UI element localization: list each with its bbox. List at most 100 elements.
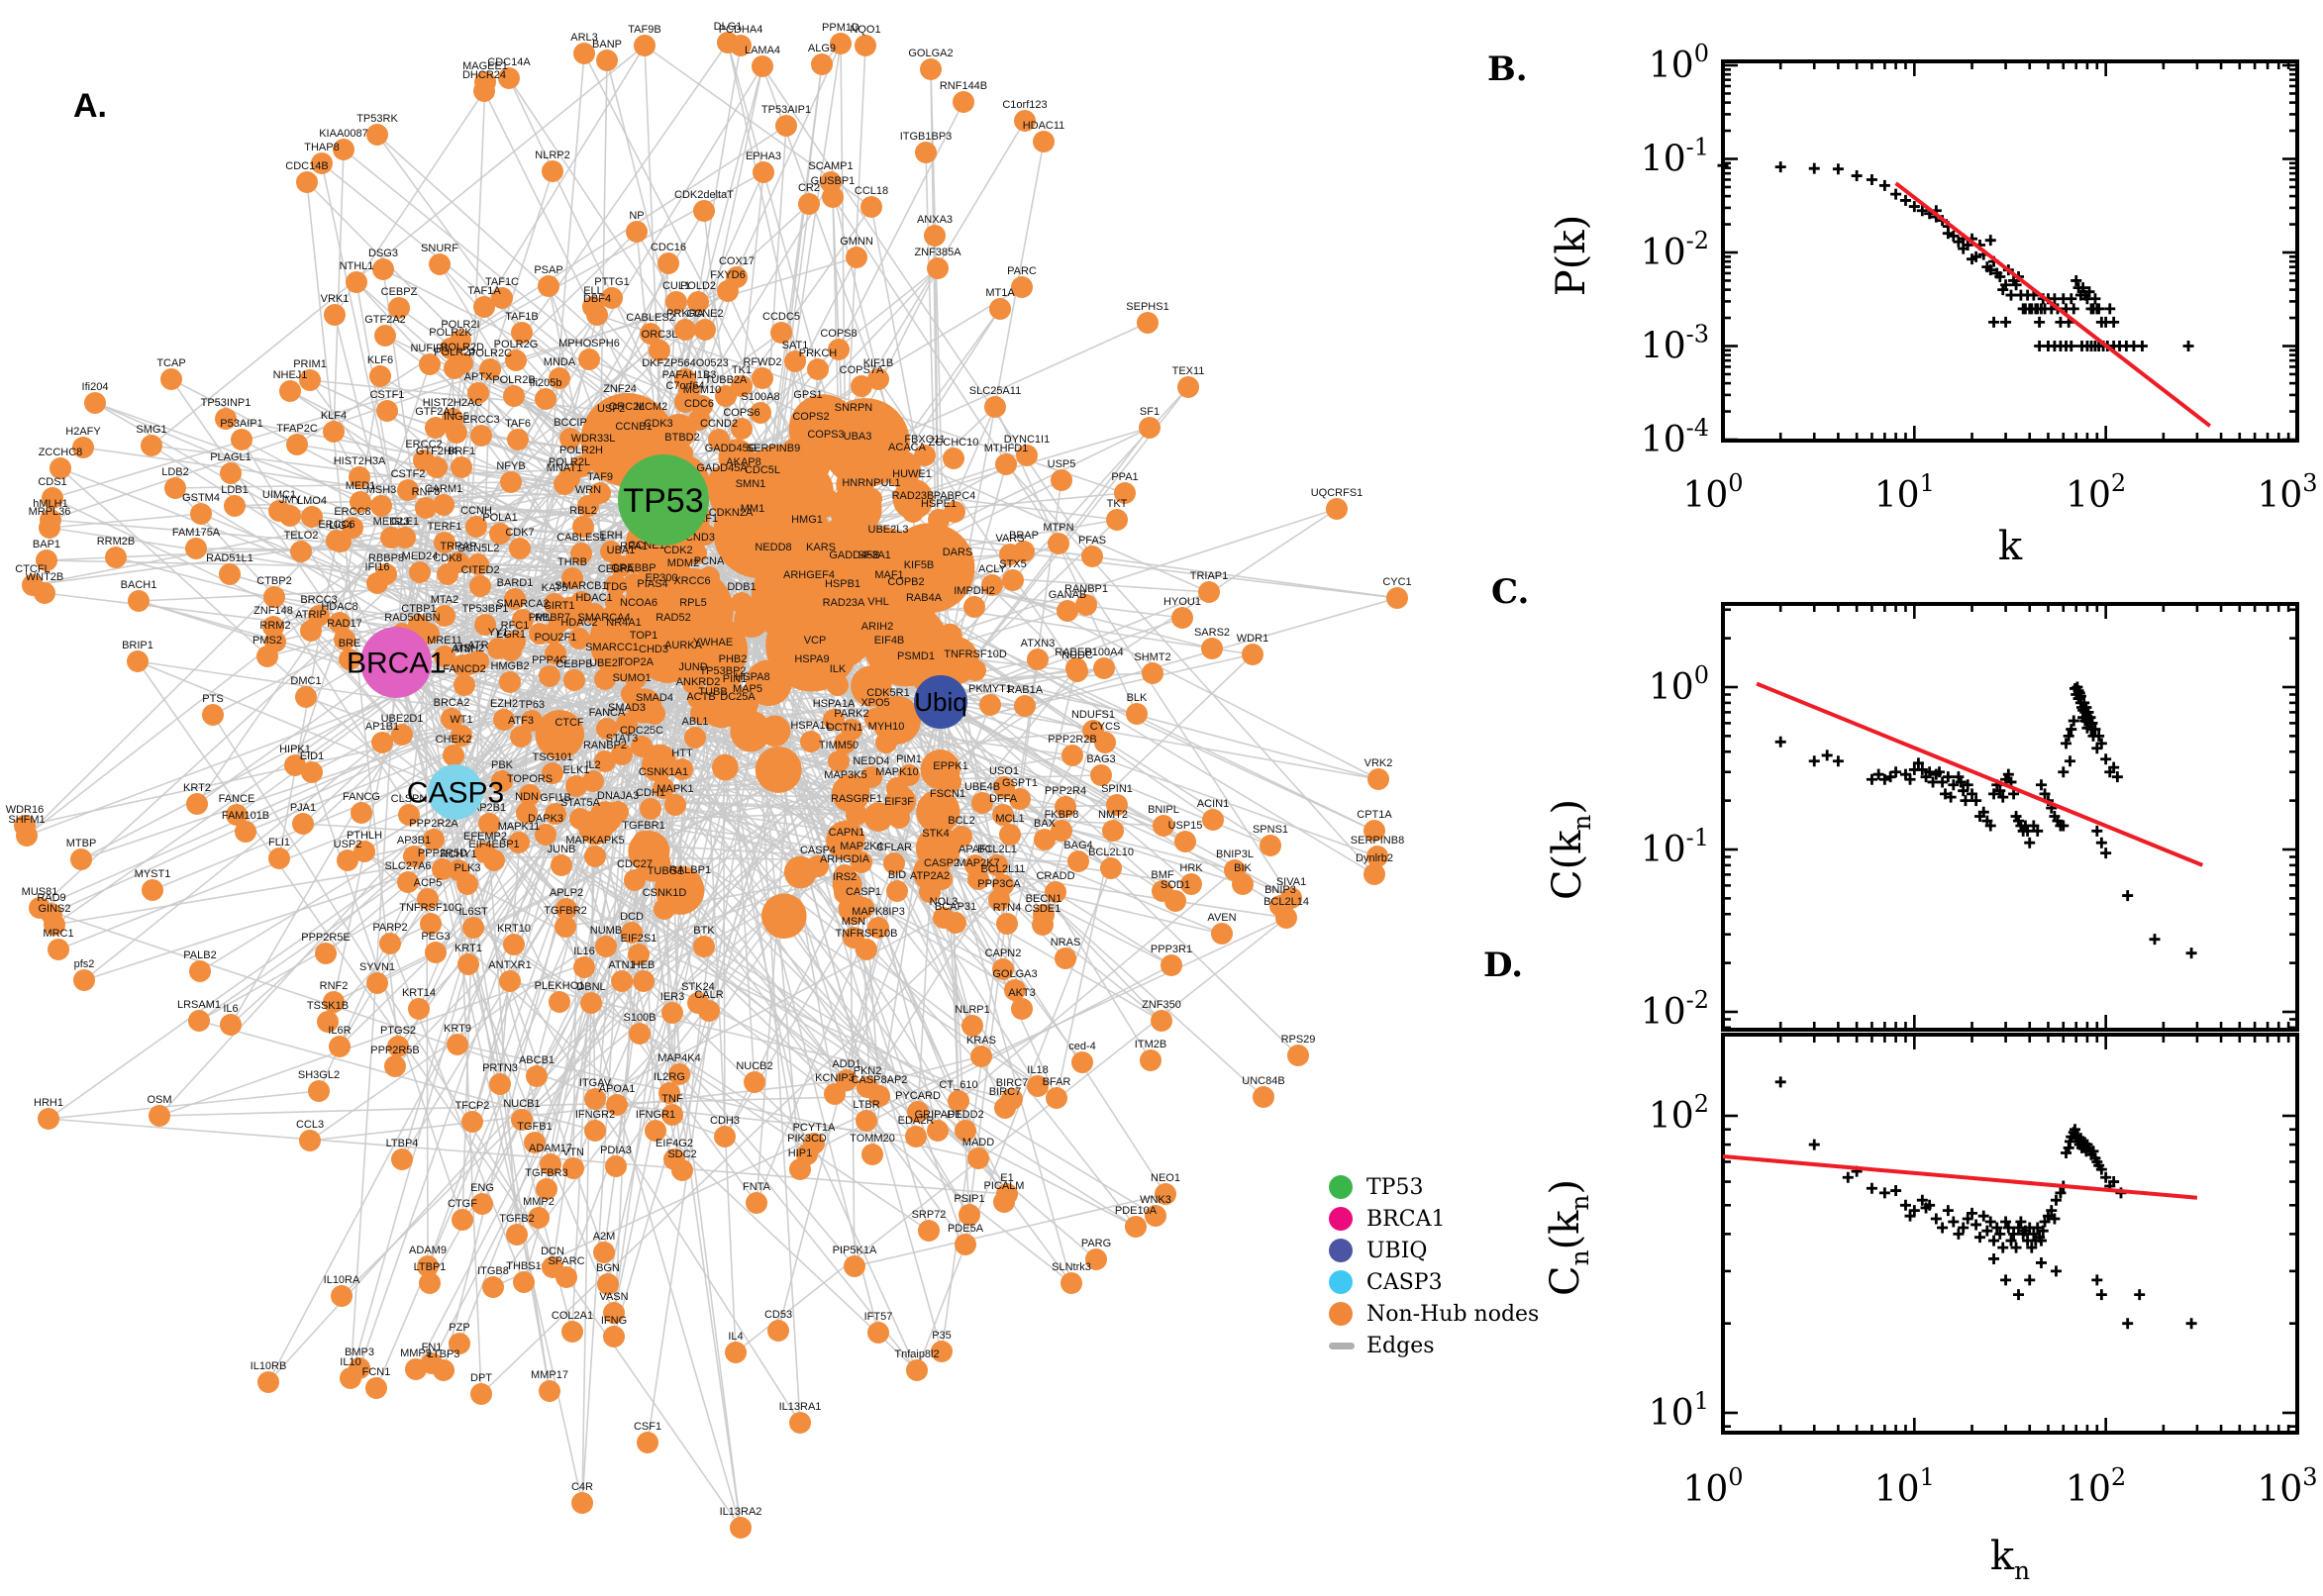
network-node-label: CASP2 bbox=[924, 857, 960, 869]
network-node-label: EIF4B bbox=[874, 635, 905, 647]
network-node bbox=[992, 958, 1014, 980]
network-node-label: MSH3 bbox=[366, 484, 397, 496]
legend-item-label: Non-Hub nodes bbox=[1366, 1301, 1540, 1327]
network-node-label: MDM2 bbox=[667, 557, 699, 569]
network-node-label: HSPA9 bbox=[794, 653, 829, 665]
network-node-label: PDIA3 bbox=[600, 1145, 632, 1156]
network-node bbox=[1211, 923, 1233, 945]
network-node-label: POLR2C bbox=[468, 348, 512, 359]
network-node bbox=[542, 160, 563, 182]
casp3-dot-icon bbox=[1329, 1270, 1353, 1294]
network-node-label: DHCR24 bbox=[462, 69, 506, 81]
network-node bbox=[409, 561, 431, 583]
network-node-label: ACIN1 bbox=[1197, 798, 1229, 810]
network-node bbox=[391, 724, 413, 746]
network-node-label: TCAP bbox=[156, 357, 185, 369]
network-node-label: TP53BP1 bbox=[461, 603, 508, 615]
network-node-label: PABPC4 bbox=[934, 490, 976, 502]
network-node-label: MAPKAPK5 bbox=[565, 835, 624, 847]
network-node-label: MCM10 bbox=[683, 384, 722, 396]
network-node-label: MCM2 bbox=[636, 401, 667, 413]
network-node-label: TSG101 bbox=[533, 751, 573, 763]
network-node-label: TP53BP2 bbox=[699, 665, 746, 677]
network-node-label: DCD bbox=[620, 911, 644, 923]
network-node bbox=[268, 500, 290, 522]
network-node bbox=[931, 1341, 953, 1362]
network-node bbox=[444, 357, 465, 379]
network-node-label: AP2B1 bbox=[472, 802, 506, 814]
network-node-label: TUBB bbox=[698, 686, 727, 698]
network-node bbox=[467, 553, 489, 575]
network-node bbox=[1139, 417, 1161, 439]
network-node-label: CPT1A bbox=[1357, 809, 1392, 821]
network-node bbox=[72, 437, 94, 458]
network-node bbox=[36, 549, 57, 571]
network-node bbox=[220, 1014, 242, 1036]
network-node bbox=[616, 412, 638, 434]
network-node bbox=[296, 171, 318, 193]
network-node-label: ANTXR1 bbox=[488, 959, 531, 971]
network-node-label: CDKN2A bbox=[709, 507, 754, 519]
network-node bbox=[1051, 820, 1072, 842]
network-node bbox=[1364, 820, 1385, 842]
network-node bbox=[830, 33, 852, 54]
network-node-label: KLF6 bbox=[367, 354, 393, 366]
network-node-label: TKT bbox=[1107, 498, 1128, 510]
network-node-label: RFWD2 bbox=[743, 356, 781, 368]
network-node bbox=[731, 375, 753, 397]
network-node-label: IL4 bbox=[728, 1331, 743, 1343]
network-node-label: ACTB bbox=[686, 691, 715, 703]
network-node bbox=[634, 35, 656, 56]
network-node-label: LTBR bbox=[853, 1099, 879, 1111]
network-node-label: ORC3L bbox=[642, 329, 678, 341]
network-node bbox=[434, 532, 455, 553]
network-node bbox=[578, 349, 600, 370]
network-node bbox=[963, 596, 985, 618]
network-node bbox=[561, 1321, 583, 1343]
network-node-label: MED24 bbox=[402, 550, 439, 562]
network-node bbox=[896, 452, 918, 474]
network-node-label: PIP5K1A bbox=[833, 1245, 877, 1256]
network-node bbox=[833, 608, 855, 630]
network-node bbox=[44, 914, 65, 936]
network-node-label: TNFRSF10B bbox=[836, 928, 898, 940]
network-node bbox=[600, 414, 622, 436]
network-node-label: NHEJ1 bbox=[273, 369, 308, 381]
network-node bbox=[906, 1359, 928, 1381]
network-node bbox=[712, 676, 734, 698]
network-node bbox=[556, 1266, 577, 1288]
network-node-label: YWHAE bbox=[693, 637, 733, 648]
network-node-label: MTA2 bbox=[431, 594, 459, 606]
network-node bbox=[292, 813, 314, 835]
network-node bbox=[558, 728, 580, 749]
network-node-label: RNF2 bbox=[320, 980, 349, 992]
network-node-label: HNRNPUL1 bbox=[842, 477, 900, 489]
network-node-label: Dynlrb2 bbox=[1356, 852, 1393, 864]
network-node bbox=[1180, 873, 1202, 895]
network-node-label: APTX bbox=[464, 371, 493, 383]
network-node-label: TUBG1 bbox=[648, 865, 684, 877]
network-node bbox=[539, 665, 560, 687]
network-node bbox=[671, 1159, 693, 1181]
network-node bbox=[524, 1132, 546, 1153]
network-node-label: ERH bbox=[599, 530, 622, 542]
network-node-label: ELK1 bbox=[563, 764, 590, 776]
network-node-label: NUDC bbox=[1061, 649, 1093, 661]
network-node-label: SOD1 bbox=[1161, 879, 1190, 891]
network-node bbox=[800, 422, 822, 444]
network-node-label: EID1 bbox=[300, 750, 324, 762]
network-node-label: BCL2L11 bbox=[980, 863, 1025, 875]
network-node bbox=[629, 1023, 651, 1045]
network-node-label: KIF1B bbox=[863, 357, 894, 369]
network-node-label: RAD52 bbox=[656, 612, 690, 624]
network-node-label: ZCCHC8 bbox=[39, 447, 83, 458]
network-node bbox=[1009, 788, 1031, 810]
network-node-label: BRF1 bbox=[448, 446, 475, 457]
network-node bbox=[379, 933, 401, 954]
network-node-label: BAG4 bbox=[1063, 840, 1092, 851]
network-node-label: FBXO11 bbox=[904, 434, 945, 446]
network-node-label: COPS7A bbox=[840, 364, 884, 376]
network-node-label: PPP3CA bbox=[977, 878, 1021, 890]
network-node-label: TAF9 bbox=[587, 471, 613, 483]
network-node-label: VCP bbox=[804, 635, 827, 647]
